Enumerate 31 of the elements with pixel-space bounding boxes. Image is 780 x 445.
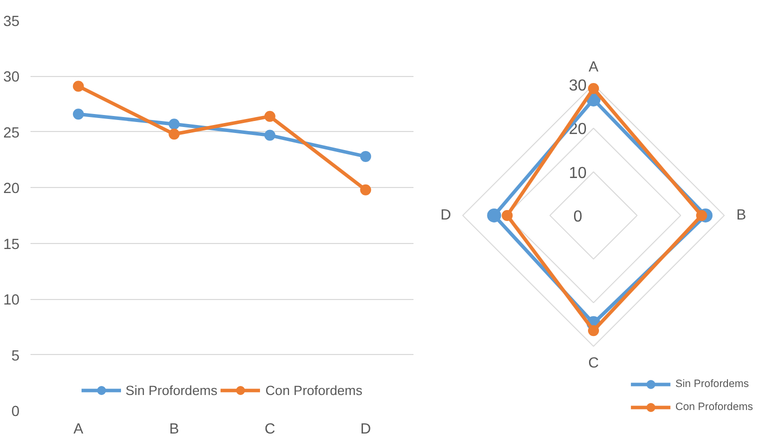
y-tick-label: 20 <box>3 181 20 198</box>
legend-label: Sin Profordems <box>675 378 749 390</box>
x-tick-label: B <box>169 422 180 438</box>
spoke-label: A <box>588 60 599 76</box>
legend-label: Sin Profordems <box>126 382 218 398</box>
x-tick-label: C <box>264 422 276 438</box>
point <box>168 118 180 130</box>
spoke-label: B <box>736 207 746 224</box>
point <box>264 110 276 122</box>
point <box>72 108 84 120</box>
legend-label: Con Profordems <box>675 400 753 413</box>
y-tick-label: 30 <box>3 70 20 86</box>
y-tick-label: 30 <box>568 78 587 95</box>
point <box>360 184 372 196</box>
point <box>72 80 84 92</box>
point <box>264 130 276 141</box>
y-tick-label: 35 <box>3 14 20 30</box>
point <box>168 128 180 140</box>
y-tick-label: 0 <box>11 404 20 420</box>
y-tick-label: 10 <box>568 164 587 182</box>
y-tick-label: 5 <box>11 348 20 364</box>
y-tick-label: 25 <box>3 125 20 142</box>
y-tick-label: 0 <box>573 208 582 226</box>
spoke-label: D <box>440 207 452 224</box>
spoke-label: C <box>588 355 600 372</box>
y-tick-label: 10 <box>3 292 20 309</box>
x-tick-label: D <box>360 422 371 438</box>
y-tick-label: 15 <box>3 236 20 253</box>
legend-label: Con Profordems <box>265 382 362 398</box>
point <box>360 150 372 162</box>
x-tick-label: A <box>73 422 84 438</box>
